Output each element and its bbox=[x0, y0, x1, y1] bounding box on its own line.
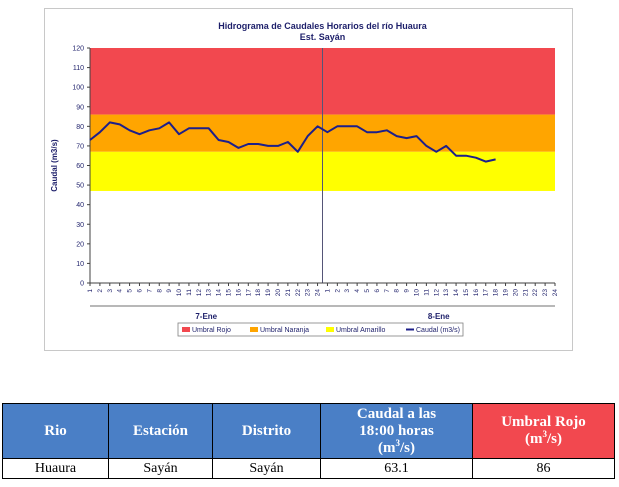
hydrograph-chart: Hidrograma de Caudales Horarios del río … bbox=[50, 21, 559, 337]
legend-label: Umbral Amarillo bbox=[336, 327, 386, 334]
x-tick-label: 3 bbox=[107, 289, 114, 293]
x-tick-label: 12 bbox=[196, 289, 203, 297]
flow-summary-table: Rio Estación Distrito Caudal a las 18:00… bbox=[2, 403, 615, 479]
x-tick-label: 19 bbox=[503, 289, 510, 297]
x-tick-label: 16 bbox=[473, 289, 480, 297]
y-tick-label: 70 bbox=[76, 143, 84, 150]
cell-distrito: Sayán bbox=[212, 458, 321, 479]
table-header-row: Rio Estación Distrito Caudal a las 18:00… bbox=[2, 403, 615, 459]
cell-rio: Huaura bbox=[2, 458, 109, 479]
y-tick-label: 60 bbox=[76, 163, 84, 170]
x-tick-label: 13 bbox=[443, 289, 450, 297]
x-tick-label: 4 bbox=[354, 289, 361, 293]
y-tick-label: 80 bbox=[76, 124, 84, 131]
y-tick-label: 50 bbox=[76, 183, 84, 190]
y-tick-label: 40 bbox=[76, 202, 84, 209]
x-tick-label: 22 bbox=[295, 289, 302, 297]
table-row: Huaura Sayán Sayán 63.1 86 bbox=[2, 458, 615, 479]
header-umbral-unit: (m3/s) bbox=[525, 429, 562, 448]
x-tick-label: 8 bbox=[394, 289, 401, 293]
cell-umbral: 86 bbox=[472, 458, 615, 479]
y-tick-label: 110 bbox=[73, 65, 84, 72]
x-tick-label: 2 bbox=[334, 289, 341, 293]
x-tick-label: 1 bbox=[324, 289, 331, 293]
cell-caudal: 63.1 bbox=[320, 458, 473, 479]
x-tick-label: 12 bbox=[433, 289, 440, 297]
x-tick-label: 13 bbox=[206, 289, 213, 297]
legend-swatch bbox=[326, 327, 334, 332]
y-tick-label: 100 bbox=[72, 85, 84, 92]
y-tick-label: 90 bbox=[76, 104, 84, 111]
y-tick-label: 20 bbox=[76, 241, 84, 248]
x-tick-label: 23 bbox=[542, 289, 549, 297]
x-tick-label: 1 bbox=[87, 289, 94, 293]
x-tick-label: 20 bbox=[275, 289, 282, 297]
x-tick-label: 3 bbox=[344, 289, 351, 293]
header-rio: Rio bbox=[2, 403, 109, 459]
chart-subtitle: Est. Sayán bbox=[300, 32, 346, 42]
x-tick-label: 21 bbox=[522, 289, 529, 297]
series-line-caudal bbox=[89, 121, 496, 163]
legend-label: Caudal (m3/s) bbox=[416, 327, 460, 334]
x-tick-label: 9 bbox=[404, 289, 411, 293]
x-tick-label: 10 bbox=[176, 289, 183, 297]
y-tick-label: 10 bbox=[76, 261, 84, 268]
x-tick-label: 8 bbox=[156, 289, 163, 293]
x-tick-label: 6 bbox=[136, 289, 143, 293]
y-tick-label: 120 bbox=[72, 46, 84, 53]
x-tick-label: 10 bbox=[413, 289, 420, 297]
x-tick-label: 24 bbox=[552, 289, 559, 297]
x-tick-label: 2 bbox=[97, 289, 104, 293]
x-tick-label: 17 bbox=[483, 289, 490, 297]
x-tick-label: 19 bbox=[265, 289, 272, 297]
x-tick-label: 16 bbox=[235, 289, 242, 297]
header-umbral-rojo: Umbral Rojo (m3/s) bbox=[472, 403, 615, 459]
x-tick-label: 14 bbox=[453, 289, 460, 297]
x-tick-label: 22 bbox=[532, 289, 539, 297]
x-tick-label: 4 bbox=[117, 289, 124, 293]
legend-label: Umbral Naranja bbox=[260, 327, 309, 334]
chart-frame: Hidrograma de Caudales Horarios del río … bbox=[44, 8, 573, 351]
x-tick-label: 21 bbox=[285, 289, 292, 297]
legend-box bbox=[177, 322, 464, 337]
x-tick-label: 7 bbox=[384, 289, 391, 293]
header-caudal: Caudal a las 18:00 horas (m3/s) bbox=[320, 403, 473, 459]
x-tick-label: 17 bbox=[245, 289, 252, 297]
x-tick-label: 20 bbox=[512, 289, 519, 297]
x-tick-label: 11 bbox=[186, 289, 193, 296]
header-estacion: Estación bbox=[108, 403, 213, 459]
y-axis-title: Caudal (m3/s) bbox=[50, 139, 59, 192]
x-tick-label: 5 bbox=[364, 289, 371, 293]
x-tick-label: 15 bbox=[463, 289, 470, 297]
x-tick-label: 18 bbox=[255, 289, 262, 297]
header-caudal-line1: Caudal a las bbox=[356, 405, 437, 422]
chart-title: Hidrograma de Caudales Horarios del río … bbox=[218, 21, 428, 31]
x-tick-label: 14 bbox=[216, 289, 223, 297]
x-tick-label: 24 bbox=[315, 289, 322, 297]
x-tick-label: 11 bbox=[423, 289, 430, 296]
legend-swatch bbox=[182, 327, 190, 332]
x-tick-label: 15 bbox=[226, 289, 233, 297]
header-distrito: Distrito bbox=[212, 403, 321, 459]
x-tick-label: 18 bbox=[493, 289, 500, 297]
day-group-label: 7-Ene bbox=[195, 312, 217, 321]
header-caudal-unit: (m3/s) bbox=[378, 437, 415, 456]
header-umbral-line1: Umbral Rojo bbox=[501, 414, 586, 430]
header-caudal-line2: 18:00 horas bbox=[359, 422, 434, 439]
legend-swatch bbox=[250, 327, 258, 332]
x-tick-label: 7 bbox=[146, 289, 153, 293]
x-tick-label: 5 bbox=[127, 289, 134, 293]
y-tick-label: 30 bbox=[76, 222, 84, 229]
legend-label: Umbral Rojo bbox=[192, 327, 231, 334]
x-tick-label: 23 bbox=[305, 289, 312, 297]
x-tick-label: 6 bbox=[374, 289, 381, 293]
cell-estacion: Sayán bbox=[108, 458, 213, 479]
y-tick-label: 0 bbox=[80, 281, 84, 288]
day-group-label: 8-Ene bbox=[428, 312, 450, 321]
x-tick-label: 9 bbox=[166, 289, 173, 293]
